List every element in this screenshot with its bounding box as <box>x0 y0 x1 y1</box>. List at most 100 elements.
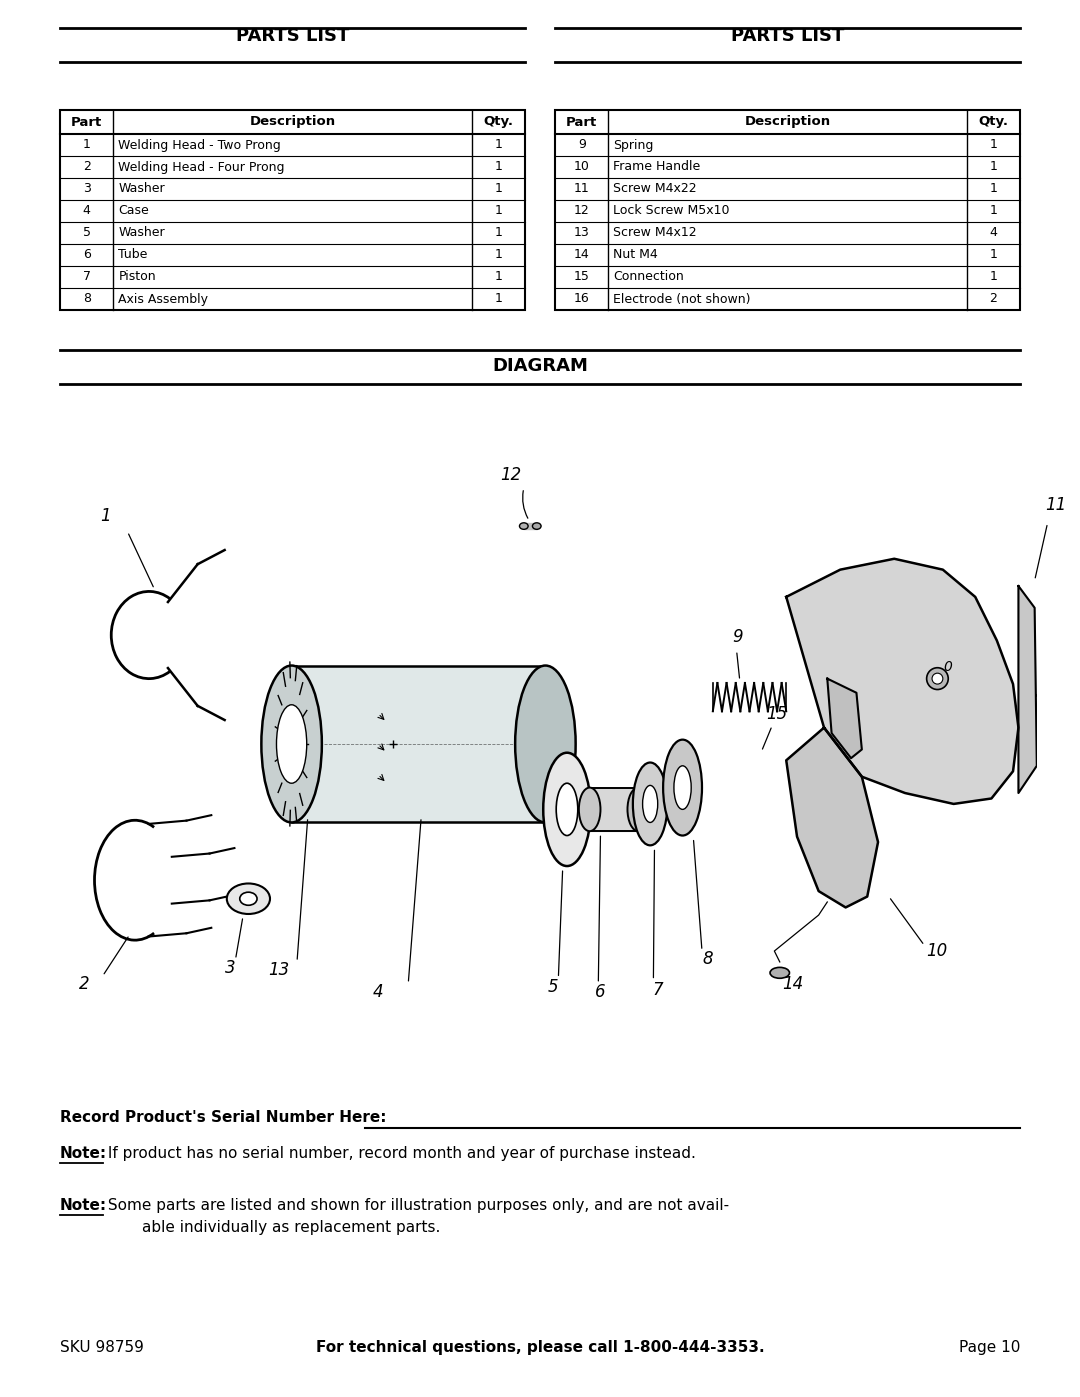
Text: 2: 2 <box>79 975 90 993</box>
Text: 5: 5 <box>548 978 558 996</box>
Text: 1: 1 <box>495 161 502 173</box>
Text: 1: 1 <box>989 271 997 284</box>
Text: 14: 14 <box>573 249 590 261</box>
Text: Description: Description <box>249 116 336 129</box>
Text: 15: 15 <box>766 705 787 722</box>
Bar <box>555 110 1020 310</box>
Text: Record Product's Serial Number Here:: Record Product's Serial Number Here: <box>60 1111 387 1125</box>
Text: 1: 1 <box>989 204 997 218</box>
Text: Axis Assembly: Axis Assembly <box>119 292 208 306</box>
Text: Qty.: Qty. <box>978 116 1009 129</box>
Text: 4: 4 <box>83 204 91 218</box>
Text: 10: 10 <box>573 161 590 173</box>
Text: Electrode (not shown): Electrode (not shown) <box>613 292 751 306</box>
Polygon shape <box>786 559 1018 803</box>
Ellipse shape <box>532 522 541 529</box>
Ellipse shape <box>515 665 576 823</box>
Text: Note:: Note: <box>60 1146 107 1161</box>
Text: 3: 3 <box>225 958 235 977</box>
Ellipse shape <box>1052 685 1071 704</box>
Text: 5: 5 <box>83 226 91 239</box>
Text: 8: 8 <box>83 292 91 306</box>
Text: Screw M4x12: Screw M4x12 <box>613 226 697 239</box>
Text: 1: 1 <box>989 183 997 196</box>
Text: 4: 4 <box>373 983 383 1000</box>
Text: 13: 13 <box>268 961 289 979</box>
Text: 1: 1 <box>495 138 502 151</box>
Polygon shape <box>827 679 862 759</box>
Ellipse shape <box>633 763 667 845</box>
Text: Welding Head - Four Prong: Welding Head - Four Prong <box>119 161 285 173</box>
Text: Tube: Tube <box>119 249 148 261</box>
Text: 1: 1 <box>83 138 91 151</box>
Text: 2: 2 <box>83 161 91 173</box>
Text: Washer: Washer <box>119 226 165 239</box>
Text: PARTS LIST: PARTS LIST <box>235 27 349 45</box>
Text: 2: 2 <box>989 292 997 306</box>
Text: 6: 6 <box>595 983 606 1000</box>
Text: 1: 1 <box>495 183 502 196</box>
Text: 10: 10 <box>927 943 948 961</box>
Text: 12: 12 <box>573 204 590 218</box>
Text: Welding Head - Two Prong: Welding Head - Two Prong <box>119 138 281 151</box>
Text: 1: 1 <box>495 249 502 261</box>
Text: Nut M4: Nut M4 <box>613 249 658 261</box>
Text: 6: 6 <box>83 249 91 261</box>
Text: 1: 1 <box>100 507 111 525</box>
Text: 1: 1 <box>495 292 502 306</box>
Ellipse shape <box>579 788 600 831</box>
Ellipse shape <box>643 785 658 823</box>
Bar <box>60 110 525 310</box>
Text: DIAGRAM: DIAGRAM <box>492 358 588 374</box>
Ellipse shape <box>261 665 322 823</box>
Text: able individually as replacement parts.: able individually as replacement parts. <box>103 1220 441 1235</box>
Ellipse shape <box>227 883 270 914</box>
Text: Page 10: Page 10 <box>959 1340 1020 1355</box>
Text: 9: 9 <box>578 138 585 151</box>
Ellipse shape <box>927 668 948 690</box>
Text: 1: 1 <box>495 204 502 218</box>
Text: 7: 7 <box>652 981 663 999</box>
Text: Qty.: Qty. <box>483 116 513 129</box>
Text: Spring: Spring <box>613 138 653 151</box>
Text: For technical questions, please call 1-800-444-3353.: For technical questions, please call 1-8… <box>315 1340 765 1355</box>
Ellipse shape <box>556 784 578 835</box>
Text: 3: 3 <box>83 183 91 196</box>
Text: 9: 9 <box>732 627 743 645</box>
Text: Frame Handle: Frame Handle <box>613 161 701 173</box>
Polygon shape <box>1018 585 1037 793</box>
Text: Part: Part <box>71 116 103 129</box>
Text: SKU 98759: SKU 98759 <box>60 1340 144 1355</box>
Ellipse shape <box>543 753 591 866</box>
Text: PARTS LIST: PARTS LIST <box>731 27 845 45</box>
Text: 1: 1 <box>989 161 997 173</box>
Ellipse shape <box>932 673 943 685</box>
Polygon shape <box>786 728 878 908</box>
Ellipse shape <box>627 788 649 831</box>
Text: 8: 8 <box>702 950 713 968</box>
Text: Note:: Note: <box>60 1199 107 1213</box>
Ellipse shape <box>674 766 691 809</box>
Text: 16: 16 <box>573 292 590 306</box>
Text: Piston: Piston <box>119 271 157 284</box>
Text: 1: 1 <box>495 271 502 284</box>
Ellipse shape <box>276 704 307 784</box>
Text: 11: 11 <box>1045 496 1067 514</box>
Text: Connection: Connection <box>613 271 685 284</box>
Ellipse shape <box>240 893 257 905</box>
Text: 7: 7 <box>83 271 91 284</box>
Text: If product has no serial number, record month and year of purchase instead.: If product has no serial number, record … <box>103 1146 696 1161</box>
Text: Washer: Washer <box>119 183 165 196</box>
Text: Some parts are listed and shown for illustration purposes only, and are not avai: Some parts are listed and shown for illu… <box>103 1199 729 1213</box>
Text: 13: 13 <box>573 226 590 239</box>
Text: 11: 11 <box>573 183 590 196</box>
Text: 0: 0 <box>943 659 951 673</box>
Text: Screw M4x22: Screw M4x22 <box>613 183 697 196</box>
Text: Part: Part <box>566 116 597 129</box>
Text: 4: 4 <box>989 226 997 239</box>
Text: 15: 15 <box>573 271 590 284</box>
Text: 1: 1 <box>989 138 997 151</box>
Text: Case: Case <box>119 204 149 218</box>
Ellipse shape <box>770 967 789 978</box>
Ellipse shape <box>519 522 528 529</box>
